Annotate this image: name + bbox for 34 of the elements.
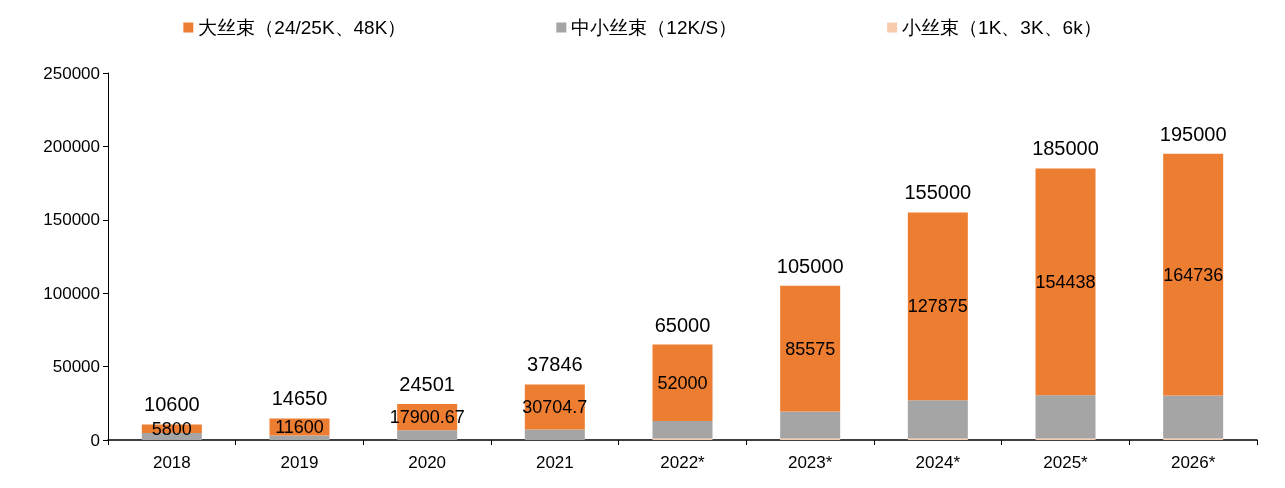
total-label: 185000 — [1032, 137, 1099, 160]
total-label: 10600 — [144, 393, 200, 416]
x-tick-label: 2023* — [787, 453, 833, 472]
data-label: 164736 — [1163, 264, 1224, 285]
data-label: 52000 — [657, 372, 708, 393]
total-label: 24501 — [399, 373, 455, 396]
data-label: 127875 — [907, 296, 968, 317]
y-tick-label: 200000 — [43, 136, 100, 156]
x-tick-label: 2024* — [915, 453, 961, 472]
x-tick-label: 2018 — [152, 453, 191, 472]
y-tick-label: 0 — [90, 430, 100, 450]
y-tick-label: 150000 — [43, 210, 100, 230]
x-tick-label: 2022* — [660, 453, 706, 472]
total-label: 65000 — [654, 313, 711, 336]
y-tick-label: 100000 — [43, 283, 100, 303]
x-tick-label: 2020 — [408, 453, 447, 472]
total-label: 155000 — [904, 181, 972, 204]
total-label: 195000 — [1159, 122, 1227, 145]
x-tick-label: 2026* — [1170, 453, 1216, 472]
legend-label: 中小丝束（12K/S） — [571, 17, 738, 38]
total-label: 37846 — [527, 353, 583, 376]
total-label: 14650 — [271, 387, 328, 410]
y-tick-label: 250000 — [43, 63, 100, 83]
x-tick-label: 2019 — [280, 453, 319, 472]
data-label: 5800 — [151, 418, 192, 439]
y-tick-label: 50000 — [52, 357, 100, 377]
x-tick-label: 2025* — [1043, 453, 1089, 472]
data-label: 154438 — [1035, 271, 1096, 292]
legend-label: 大丝束（24/25K、48K） — [198, 17, 407, 38]
data-label: 11600 — [275, 417, 324, 438]
total-label: 105000 — [776, 254, 844, 277]
data-label: 85575 — [785, 338, 836, 359]
legend-label: 小丝束（1K、3K、6k） — [902, 17, 1102, 38]
x-tick-label: 2021 — [535, 453, 574, 472]
